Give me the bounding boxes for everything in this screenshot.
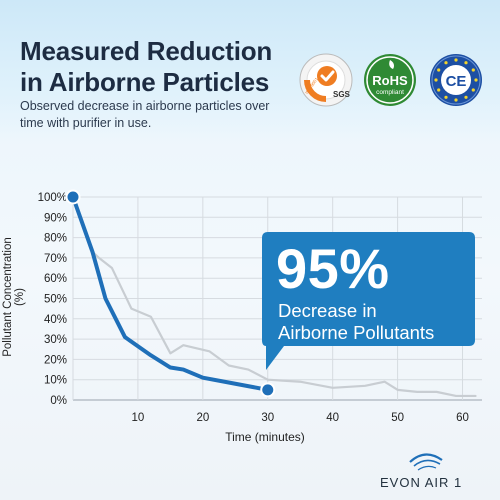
callout-text-line-1: Decrease in [278,300,377,321]
callout-percentage: 95% [276,237,390,300]
header-band [0,0,500,140]
x-tick-label: 10 [132,412,145,424]
x-axis-label: Time (minutes) [225,430,305,444]
x-tick-label: 20 [196,412,209,424]
y-tick-label: 30% [44,334,67,346]
title-line-1: Measured Reduction [20,36,273,66]
rohs-label: RoHS [372,73,408,88]
series-endpoint-marker [260,382,276,398]
subtitle-line-2: time with purifier in use. [20,116,152,130]
x-tick-label: 50 [391,412,404,424]
y-axis-label: Pollutant Concentration (%) [2,237,26,357]
x-tick-label: 30 [261,412,274,424]
evon-air-logo [409,453,443,471]
y-tick-label: 40% [44,314,67,326]
page-title: Measured Reduction in Airborne Particles [20,36,320,98]
y-axis-ticks: 0% 10% 20% 30% 40% 50% 60% 70% 80% 90% 100% [38,192,67,407]
y-tick-label: 90% [44,212,67,224]
y-tick-label: 10% [44,375,67,387]
y-tick-label: 60% [44,273,67,285]
series-line-secondary [71,195,477,398]
rohs-sub-label: compliant [376,89,404,96]
y-tick-label: 20% [44,354,67,366]
ce-mark-badge: CE [430,54,482,106]
rohs-compliant-badge: RoHS compliant [364,54,416,106]
sgs-check-circle [317,66,337,86]
y-tick-label: 70% [44,253,67,265]
y-tick-label: 80% [44,233,67,245]
line-chart: 0% 10% 20% 30% 40% 50% 60% 70% 80% 90% 100% 10 20 30… [38,189,482,424]
chart-series [65,189,477,398]
x-tick-label: 60 [456,412,469,424]
series-line-primary [71,195,270,392]
ce-label: CE [446,73,467,90]
sgs-certification-badge: SGS ISO 9001 [299,53,353,107]
y-tick-label: 0% [50,395,67,407]
title-line-2: in Airborne Particles [20,67,270,97]
sgs-label: SGS [333,90,351,99]
y-tick-label: 100% [38,192,67,204]
y-tick-label: 50% [44,294,67,306]
eu-stars-icon [434,58,478,102]
subtitle-line-1: Observed decrease in airborne particles … [20,99,270,113]
check-icon [320,70,335,82]
leaf-icon [389,60,394,69]
series-endpoint-marker [65,189,81,205]
brand-name: EVON AIR 1 [380,475,463,490]
x-tick-label: 40 [326,412,339,424]
logo-swoosh-icon [409,453,443,463]
callout-text-line-2: Airborne Pollutants [278,322,435,343]
x-axis-ticks: 10 20 30 40 50 60 [132,412,469,424]
page-subtitle: Observed decrease in airborne particles … [20,98,320,132]
callout-bubble [262,232,475,370]
